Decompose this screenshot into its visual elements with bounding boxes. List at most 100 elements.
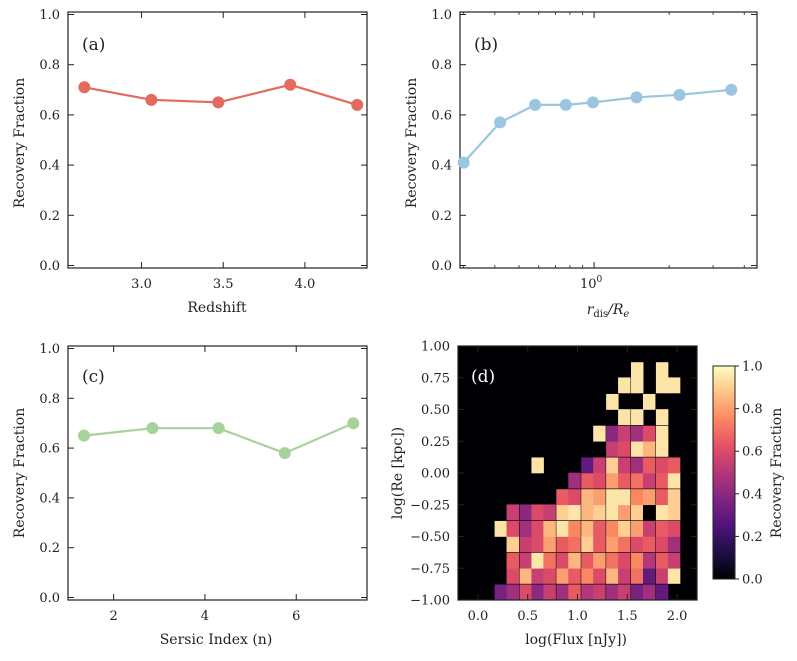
heatmap-cell [631,552,644,569]
heatmap-cell [606,472,619,489]
heatmap-cell [593,584,606,600]
heatmap-cell [655,584,669,600]
y-tick-label: −0.50 [410,530,450,545]
heatmap-cell [494,520,508,537]
heatmap-cell [593,552,606,569]
y-tick-label: 0.6 [39,442,60,457]
heatmap-cell [606,440,619,457]
heatmap-cell [593,457,606,474]
heatmap-cell [642,504,656,521]
data-point [725,83,738,96]
heatmap-cell [519,520,532,537]
heatmap-cell [494,584,508,600]
heatmap-cell [642,552,656,569]
data-point [212,96,225,109]
heatmap-cell [556,552,569,569]
panel-d-heatmap: 0.0 0.5 1.0 1.5 2.0 −1.00 −0.75 −0.50 −0.25 0.00 0… [390,340,785,649]
heatmap-cell [618,520,631,537]
heatmap-cell [519,536,532,553]
panel-b-xlabel-sub-e: e [623,309,629,320]
y-tick-label: 0.4 [39,491,60,506]
heatmap-cell [631,440,644,457]
heatmap-cell [655,425,669,442]
heatmap-cell [631,425,644,442]
heatmap-cell [581,489,594,506]
panel-d-xlabel: log(Flux [nJy]) [525,632,627,648]
heatmap-cell [618,504,631,521]
heatmap-cell [655,409,669,426]
data-point [673,88,686,101]
x-tick-label: 4.0 [295,277,316,292]
panel-b-distance: (b) 100 0.0 0.2 0.4 0.6 0.8 1.0 rdis/Re Recove… [404,8,758,320]
heatmap-cell [667,504,681,521]
heatmap-cell [506,504,519,521]
y-tick-label: −1.00 [410,594,450,609]
x-tick-label: 1.0 [567,609,588,624]
heatmap-cell [642,440,656,457]
colorbar-tick-label: 0.6 [742,445,763,460]
heatmap-cell [593,520,606,537]
heatmap-cell [642,584,656,600]
heatmap-cell [642,472,656,489]
heatmap-cell [667,472,681,489]
heatmap-cell [606,536,619,553]
heatmap-cell [631,377,644,394]
data-point [212,422,225,435]
heatmap-cell [556,520,569,537]
data-point [347,417,360,430]
heatmap-cell [531,584,544,600]
heatmap-cell [631,457,644,474]
colorbar: 0.0 0.2 0.4 0.6 0.8 1.0 Recovery Fraction [712,360,785,588]
panel-b-axes: 100 0.0 0.2 0.4 0.6 0.8 1.0 [431,8,758,292]
heatmap-cell [655,457,669,474]
heatmap-cell [556,567,569,584]
panel-c-sersic: (c) 2 4 6 0.0 0.2 0.4 0.6 0.8 1.0 Sersic Index (… [12,342,368,648]
heatmap-cell [568,472,581,489]
heatmap-cell [618,552,631,569]
y-tick-label: −0.25 [410,498,450,513]
heatmap-cell [618,409,631,426]
data-point [278,447,291,460]
colorbar-tick-label: 0.8 [742,402,763,417]
heatmap-cell [568,536,581,553]
heatmap-cell [667,567,681,584]
heatmap-cell [655,520,669,537]
panel-b-ylabel: Recovery Fraction [404,78,420,208]
x-tick-label: 100 [580,275,603,292]
y-tick-label: 0.2 [39,541,60,556]
heatmap-cell [631,504,644,521]
y-tick-label: 0.8 [39,392,60,407]
heatmap-cell [642,536,656,553]
heatmap-cell [631,520,644,537]
y-tick-label: 0.0 [39,259,60,274]
x-tick-label: 2.0 [667,609,688,624]
heatmap-cell [642,457,656,474]
heatmap-cell [655,362,669,379]
y-tick-label: 0.6 [431,108,452,123]
heatmap-cell [593,489,606,506]
data-point [351,98,364,111]
heatmap-cell [543,536,556,553]
heatmap-cell [568,567,581,584]
heatmap-cell [593,567,606,584]
heatmap-cell [581,504,594,521]
plot-frame [67,11,368,269]
data-point [494,116,507,129]
heatmap-cell [667,457,681,474]
heatmap-cell [556,536,569,553]
heatmap-cell [631,472,644,489]
colorbar-tick-label: 0.2 [742,530,763,545]
y-tick-label: 0.2 [39,209,60,224]
y-tick-label: 1.0 [39,342,60,357]
heatmap-cell [618,472,631,489]
panel-d-ylabel: log(Re [kpc]) [390,427,406,519]
plot-frame [459,11,758,269]
heatmap-cell [618,425,631,442]
y-tick-label: 0.00 [421,467,450,482]
heatmap-cell [618,489,631,506]
heatmap-cell [543,504,556,521]
y-tick-label: 0.25 [421,435,450,450]
heatmap-cell [655,489,669,506]
heatmap-cell [593,536,606,553]
